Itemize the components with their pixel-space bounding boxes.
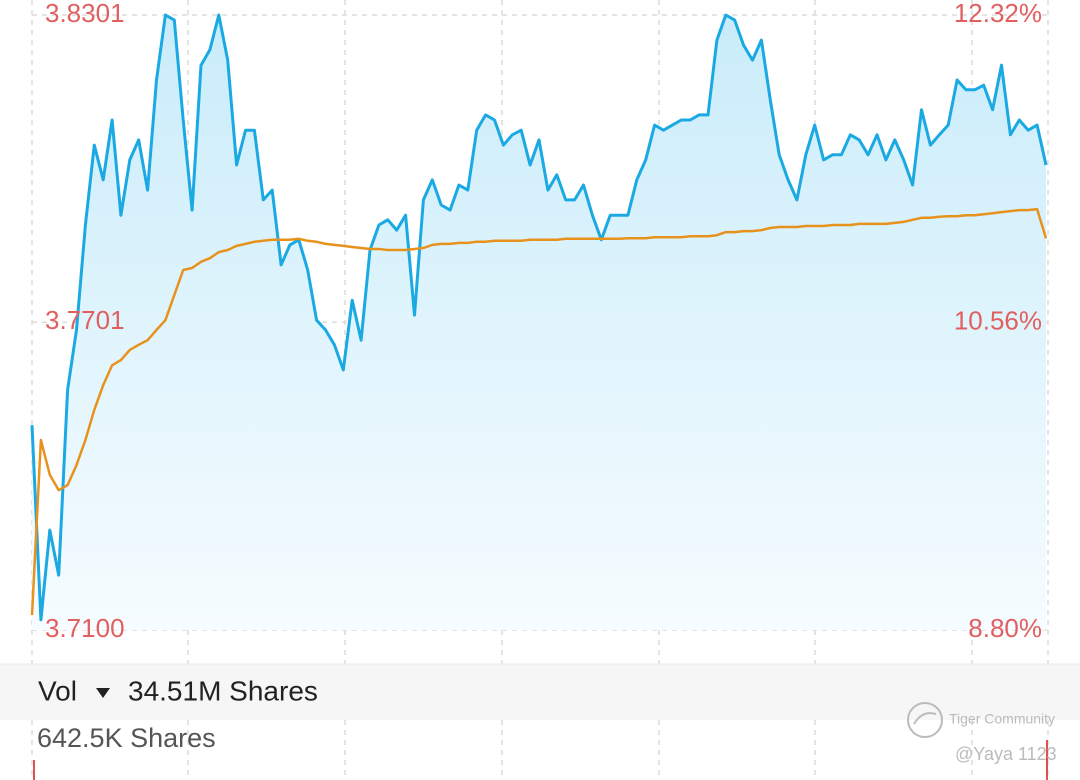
dropdown-icon[interactable] [96, 688, 110, 698]
y-tick-label: 3.7701 [45, 305, 125, 335]
price-area [32, 15, 1046, 630]
y-tick-label: 3.8301 [45, 0, 125, 28]
volume-current: 642.5K Shares [37, 723, 216, 753]
volume-bar [33, 760, 35, 780]
watermark-brand: Tiger Community [949, 711, 1055, 727]
volume-header [0, 664, 1080, 720]
y2-tick-label: 10.56% [954, 305, 1042, 335]
y2-tick-label: 12.32% [954, 0, 1042, 28]
plot [30, 13, 1048, 631]
price-line [30, 13, 1048, 622]
volume-total: 34.51M Shares [128, 675, 318, 706]
y2-tick-label: 8.80% [968, 613, 1042, 643]
watermark-user: @Yaya 1123 [955, 744, 1057, 764]
volume-label[interactable]: Vol [38, 675, 77, 706]
volume-bar [1046, 740, 1048, 780]
watermark-logo [907, 702, 943, 738]
average-line [30, 207, 1048, 616]
watermark-logo [913, 712, 937, 725]
y-tick-label: 3.7100 [45, 613, 125, 643]
